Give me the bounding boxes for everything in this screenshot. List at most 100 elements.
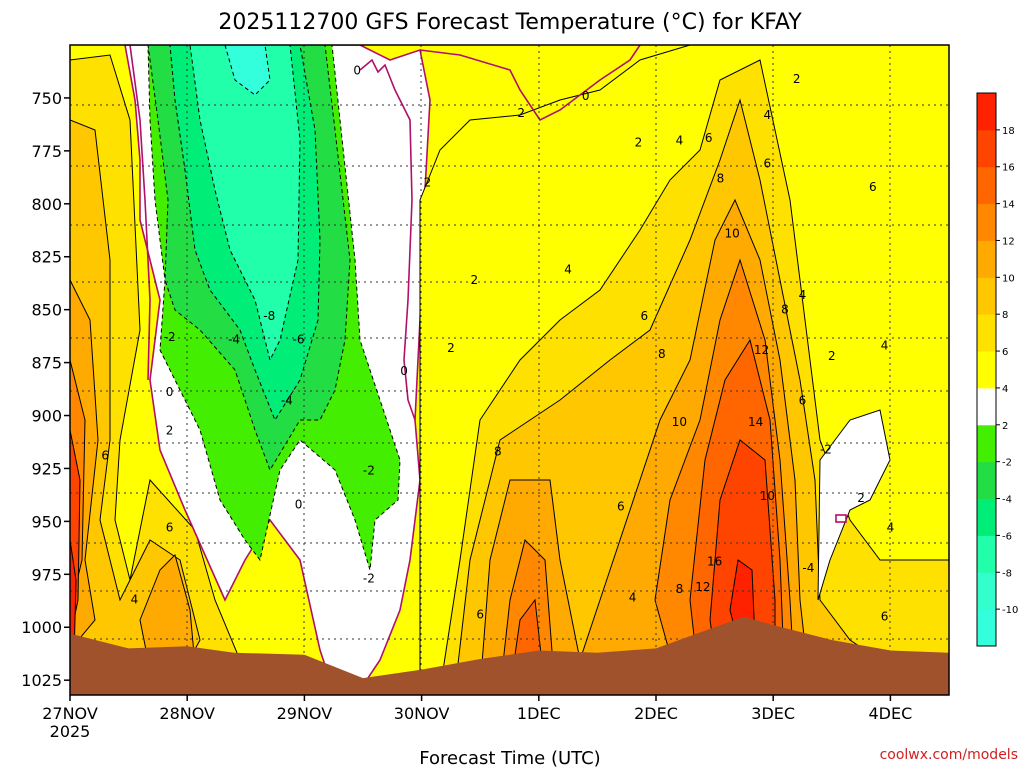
contour-label: 6 — [166, 521, 174, 535]
colorbar: -10 -8 -6 -4 -2 2 4 6 8 10 12 14 16 18 — [976, 92, 1018, 647]
contour-label: 14 — [748, 415, 763, 429]
contour-label: 6 — [881, 610, 889, 624]
contour-label: 6 — [764, 157, 772, 171]
contour-label: 2 — [447, 341, 455, 355]
colorbar-swatch — [977, 387, 996, 426]
credit-text: coolwx.com/models — [880, 747, 1018, 763]
temperature-field: 0 0 2 2 4 2 4 6 6 8 2 6 10 4 2 4 -8 8 6 -2 -4 -6 2 4 12 8 2 0 0 -4 6 10… — [70, 45, 949, 695]
colorbar-swatch — [977, 498, 996, 536]
contour-label: 0 — [353, 63, 361, 77]
contour-label: 16 — [707, 555, 722, 569]
colorbar-swatch — [977, 166, 996, 205]
x-tick-label: 3DEC — [751, 704, 795, 723]
contour-label: 2 — [517, 106, 525, 120]
colorbar-label: 10 — [1002, 273, 1015, 284]
y-axis: 750 775 800 825 850 875 900 925 950 975 1000 1025 — [21, 89, 70, 690]
temp-cold-notch — [817, 409, 891, 601]
contour-label: 8 — [658, 347, 666, 361]
colorbar-swatch — [977, 93, 996, 131]
contour-label: 4 — [629, 591, 637, 605]
surface-terrain — [70, 616, 949, 695]
y-tick-label: 750 — [31, 89, 62, 108]
y-tick-label: 775 — [31, 142, 62, 161]
contour-label: 8 — [676, 582, 684, 596]
contour-label: 4 — [881, 339, 889, 353]
colorbar-label: 14 — [1002, 200, 1015, 211]
contour-label: 4 — [887, 521, 895, 535]
contour-label: 6 — [869, 180, 877, 194]
zero-contour-left — [129, 45, 151, 381]
contour-label: 0 — [582, 89, 590, 103]
contour-label: -4 — [281, 394, 293, 408]
contour-label: 2 — [166, 423, 174, 437]
colorbar-swatch — [977, 461, 996, 500]
contour-label: 2 — [793, 72, 801, 86]
colorbar-label: 8 — [1002, 310, 1008, 321]
contour-label: -2 — [363, 464, 375, 478]
chart-title: 2025112700 GFS Forecast Temperature (°C)… — [218, 10, 802, 35]
colorbar-label: -6 — [1002, 531, 1012, 542]
colorbar-swatch — [977, 129, 996, 168]
contour-label: 6 — [617, 500, 625, 514]
colorbar-label: -8 — [1002, 568, 1012, 579]
contour-label: 2 — [471, 273, 479, 287]
plot-frame — [69, 44, 950, 696]
colorbar-label: 16 — [1002, 163, 1015, 174]
colorbar-swatch — [977, 240, 996, 278]
x-tick-label: 27NOV — [42, 704, 98, 723]
contour-label: 12 — [695, 580, 710, 594]
colorbar-label: 12 — [1002, 236, 1015, 247]
contour-label: 0 — [166, 385, 174, 399]
y-tick-label: 950 — [31, 512, 62, 531]
contour-label: 10 — [760, 489, 775, 503]
y-tick-label: 800 — [31, 195, 62, 214]
colorbar-swatch — [977, 277, 996, 315]
colorbar-swatch — [977, 535, 996, 573]
y-tick-label: 825 — [31, 248, 62, 267]
contour-label: 8 — [717, 171, 725, 185]
x-tick-label: 4DEC — [869, 704, 913, 723]
contour-label: -2 — [164, 330, 176, 344]
x-axis-year: 2025 — [50, 722, 91, 741]
contour-label: 6 — [101, 449, 109, 463]
contour-label: 4 — [564, 262, 572, 276]
colorbar-label: -2 — [1002, 458, 1012, 469]
colorbar-label: 18 — [1002, 126, 1015, 137]
contour-label: 6 — [476, 608, 484, 622]
zero-contour — [359, 45, 641, 421]
colorbar-swatch — [977, 314, 996, 352]
temp-band-neg8 — [189, 45, 301, 362]
contour-label: 2 — [424, 176, 432, 190]
contour-label: 6 — [705, 131, 713, 145]
colorbar-swatch — [977, 609, 996, 647]
y-tick-label: 1025 — [21, 671, 62, 690]
x-tick-label: 2DEC — [634, 704, 678, 723]
contour-label: 2 — [828, 349, 836, 363]
x-axis: 27NOV 28NOV 29NOV 30NOV 1DEC 2DEC 3DEC 4DEC — [42, 695, 912, 723]
y-tick-label: 925 — [31, 459, 62, 478]
colorbar-frame — [976, 92, 997, 647]
x-tick-label: 30NOV — [394, 704, 450, 723]
contour-label: -4 — [802, 561, 814, 575]
colorbar-label: 2 — [1002, 421, 1008, 432]
contour-labels: 0 0 2 2 4 2 4 6 6 8 2 6 10 4 2 4 -8 8 6 -2 -4 -6 2 4 12 8 2 0 0 -4 6 10… — [101, 63, 894, 623]
contour-label: 6 — [640, 309, 648, 323]
colorbar-label: -10 — [1002, 605, 1018, 616]
contour-label: 0 — [400, 364, 408, 378]
x-tick-label: 28NOV — [159, 704, 215, 723]
contour-label: -2 — [363, 572, 375, 586]
contour-label: -8 — [263, 309, 275, 323]
contour-label: -4 — [228, 332, 240, 346]
colorbar-swatch — [977, 203, 996, 241]
colorbar-swatch — [977, 424, 996, 463]
colorbar-label: 4 — [1002, 384, 1008, 395]
y-tick-label: 1000 — [21, 618, 62, 637]
contour-label: 8 — [781, 303, 789, 317]
colorbar-swatch — [977, 572, 996, 610]
contour-label: 4 — [676, 133, 684, 147]
x-tick-label: 29NOV — [277, 704, 333, 723]
contour-label: 10 — [725, 226, 740, 240]
y-tick-label: 900 — [31, 407, 62, 426]
colorbar-label: -4 — [1002, 495, 1012, 506]
